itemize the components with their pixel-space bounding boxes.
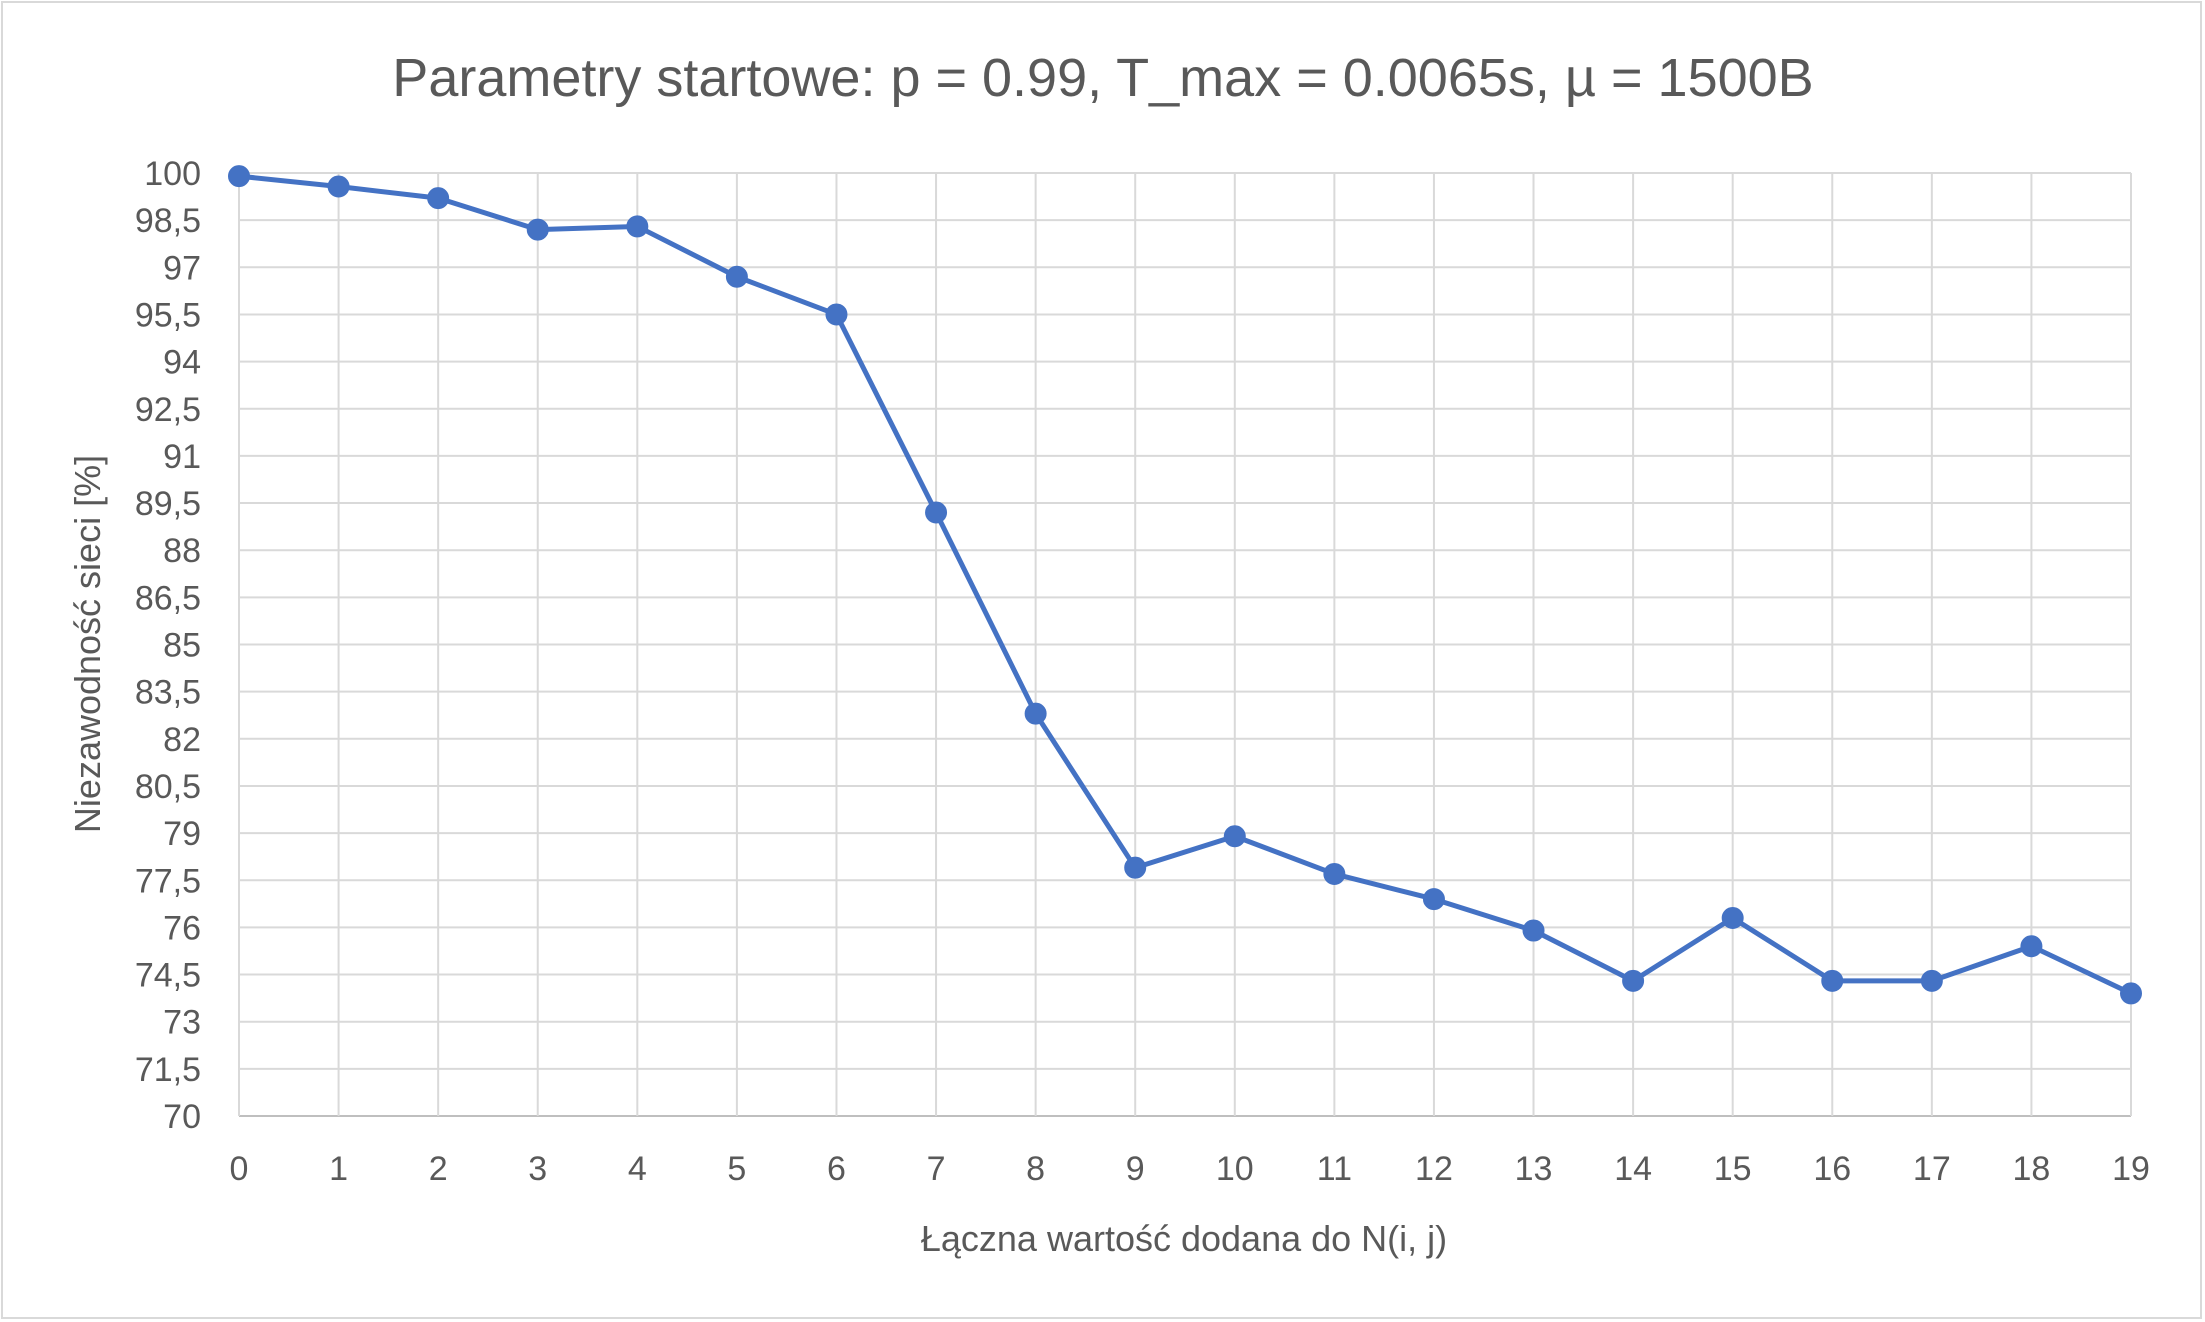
y-tick-label: 98,5: [135, 202, 201, 240]
y-axis-tick-labels: 70 71,5 73 74,5 76 77,5 79 80,5 82 83,5 85 86,5 88 89…: [135, 155, 201, 1136]
x-tick-label: 6: [827, 1150, 846, 1188]
data-point: [427, 187, 450, 210]
y-tick-label: 79: [163, 815, 201, 853]
chart-title: Parametry startowe: p = 0.99, T_max = 0.…: [392, 48, 1813, 108]
data-point: [228, 165, 250, 188]
data-series: [228, 165, 2142, 1005]
x-axis-label: Łączna wartość dodana do N(i, j): [921, 1218, 1447, 1259]
series-line: [238, 173, 2133, 996]
y-tick-label: 70: [163, 1098, 201, 1136]
data-point: [1721, 906, 1744, 929]
data-point: [725, 265, 748, 288]
y-tick-label: 83,5: [135, 674, 201, 712]
data-point: [925, 501, 948, 524]
x-tick-label: 3: [528, 1150, 547, 1188]
x-tick-label: 10: [1216, 1150, 1254, 1188]
x-tick-label: 9: [1126, 1150, 1145, 1188]
data-point: [2120, 982, 2142, 1005]
data-point: [626, 215, 649, 238]
y-tick-label: 74,5: [135, 957, 201, 995]
vertical-gridlines: [238, 173, 2132, 1116]
x-tick-label: 2: [429, 1150, 448, 1188]
y-tick-label: 85: [163, 627, 201, 665]
y-tick-label: 97: [163, 249, 201, 287]
x-tick-label: 18: [2013, 1150, 2051, 1188]
data-point: [1323, 862, 1346, 885]
x-tick-label: 12: [1415, 1150, 1453, 1188]
data-point: [1622, 969, 1645, 992]
data-point: [2020, 935, 2043, 958]
x-tick-label: 1: [329, 1150, 348, 1188]
x-tick-label: 16: [1813, 1150, 1851, 1188]
x-tick-label: 15: [1714, 1150, 1752, 1188]
y-tick-label: 89,5: [135, 485, 201, 523]
x-tick-label: 14: [1614, 1150, 1652, 1188]
x-tick-label: 19: [2112, 1150, 2150, 1188]
data-point: [1124, 856, 1147, 879]
y-tick-label: 82: [163, 721, 201, 759]
horizontal-gridlines: [239, 172, 2131, 1117]
y-tick-label: 88: [163, 532, 201, 570]
y-tick-label: 71,5: [135, 1051, 201, 1089]
y-tick-label: 73: [163, 1004, 201, 1042]
x-tick-label: 11: [1317, 1150, 1352, 1188]
y-tick-label: 91: [163, 438, 201, 476]
data-point: [327, 175, 350, 198]
y-tick-label: 100: [144, 155, 201, 193]
x-axis-tick-labels: 0 1 2 3 4 5 6 7 8 9 10 11 12 13 14 15 16 17 18 19: [230, 1150, 2150, 1188]
data-point: [1223, 825, 1246, 848]
data-point: [1422, 888, 1445, 911]
x-tick-label: 13: [1515, 1150, 1553, 1188]
data-point: [1024, 702, 1047, 725]
data-point: [1522, 919, 1545, 942]
data-point: [1920, 969, 1943, 992]
data-point: [825, 303, 848, 326]
y-tick-label: 95,5: [135, 296, 201, 334]
x-tick-label: 4: [628, 1150, 647, 1188]
y-tick-label: 94: [163, 344, 201, 382]
x-tick-label: 17: [1913, 1150, 1951, 1188]
data-point: [526, 218, 549, 241]
x-tick-label: 0: [230, 1150, 249, 1188]
y-tick-label: 80,5: [135, 768, 201, 806]
y-tick-label: 76: [163, 909, 201, 947]
y-axis-label: Niezawodność sieci [%]: [67, 455, 108, 833]
x-tick-label: 8: [1026, 1150, 1045, 1188]
x-tick-label: 7: [927, 1150, 946, 1188]
y-tick-label: 92,5: [135, 391, 201, 429]
data-point: [1821, 969, 1844, 992]
x-tick-label: 5: [727, 1150, 746, 1188]
y-tick-label: 86,5: [135, 579, 201, 617]
y-tick-label: 77,5: [135, 862, 201, 900]
